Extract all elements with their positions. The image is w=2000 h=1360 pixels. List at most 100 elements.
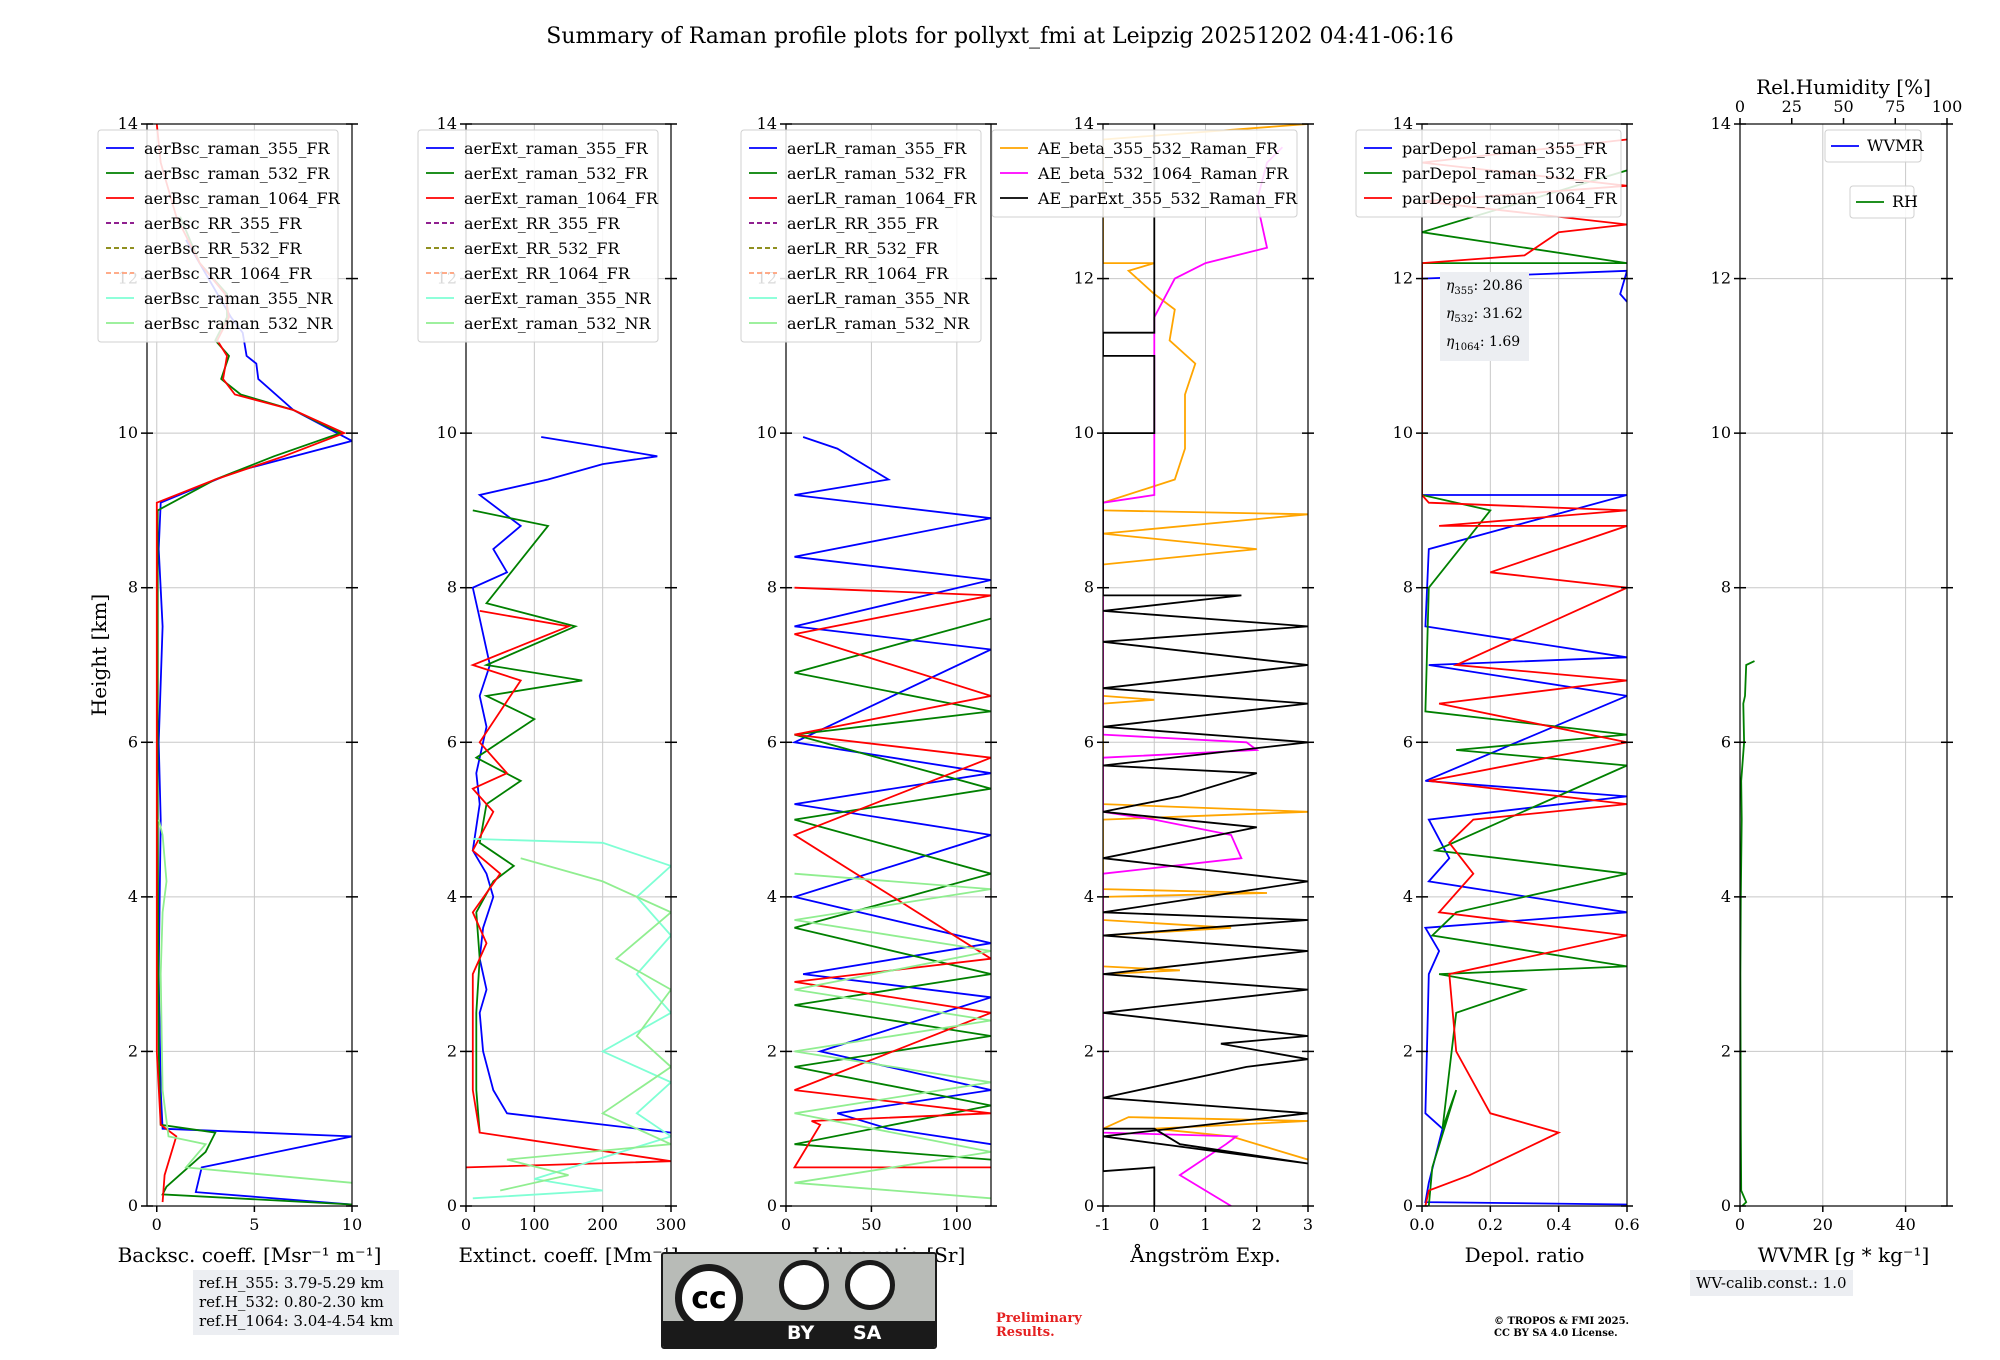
y-tick-label-lidarratio-2: 4 bbox=[767, 887, 777, 906]
y-tick-label-lidarratio-0: 0 bbox=[767, 1196, 777, 1215]
x-tick-label-wvmr-1: 20 bbox=[1813, 1215, 1833, 1234]
top-tick-label-3: 75 bbox=[1885, 97, 1905, 116]
x-tick-label-backscatter-1: 5 bbox=[249, 1215, 259, 1234]
reference-height-box: ref.H_355: 3.79-5.29 km ref.H_532: 0.80-… bbox=[193, 1270, 400, 1335]
y-tick-label-wvmr-7: 14 bbox=[1711, 114, 1731, 133]
ref-height-355: ref.H_355: 3.79-5.29 km bbox=[199, 1274, 384, 1292]
y-tick-label-extinction-2: 4 bbox=[447, 887, 457, 906]
legend-entry-extinction-5: aerExt_RR_1064_FR bbox=[464, 264, 631, 283]
legend-entry-extinction-7: aerExt_raman_532_NR bbox=[464, 314, 652, 333]
y-tick-label-lidarratio-5: 10 bbox=[757, 423, 777, 442]
series-line-depol-1 bbox=[1422, 169, 1627, 1206]
x-tick-label-angstrom-0: -1 bbox=[1095, 1215, 1111, 1234]
y-tick-label-depol-1: 2 bbox=[1403, 1041, 1413, 1060]
x-tick-label-backscatter-2: 10 bbox=[342, 1215, 362, 1234]
series-line-lidarratio-0 bbox=[791, 436, 991, 1146]
y-tick-label-backscatter-3: 6 bbox=[128, 732, 138, 751]
y-tick-label-extinction-4: 8 bbox=[447, 578, 457, 597]
panel-lidarratio: 02468101214050100Lidar ratio [Sr]aerLR_r… bbox=[740, 114, 997, 1267]
series-line-backscatter-3 bbox=[157, 819, 352, 1184]
series-line-angstrom-1 bbox=[1103, 146, 1284, 1206]
y-tick-label-angstrom-1: 2 bbox=[1084, 1041, 1094, 1060]
x-tick-label-extinction-1: 100 bbox=[519, 1215, 550, 1234]
y-tick-label-wvmr-4: 8 bbox=[1721, 578, 1731, 597]
legend-entry-lidarratio-2: aerLR_raman_1064_FR bbox=[787, 189, 977, 208]
legend-entry-angstrom-1: AE_beta_532_1064_Raman_FR bbox=[1037, 164, 1289, 183]
x-tick-label-lidarratio-2: 100 bbox=[942, 1215, 973, 1234]
ref-height-532: ref.H_532: 0.80-2.30 km bbox=[199, 1293, 384, 1311]
axes-frame-lidarratio bbox=[785, 123, 992, 1207]
legend-entry-backscatter-7: aerBsc_raman_532_NR bbox=[144, 314, 333, 333]
legend-box-backscatter bbox=[97, 129, 339, 343]
y-tick-label-backscatter-2: 4 bbox=[128, 887, 138, 906]
series-line-wvmr-0 bbox=[1740, 660, 1755, 1206]
legend-entry-depol-1: parDepol_raman_532_FR bbox=[1402, 164, 1608, 183]
series-line-extinction-4 bbox=[500, 857, 671, 1192]
legend-entry-wvmr-1: RH bbox=[1892, 192, 1918, 211]
y-tick-label-depol-2: 4 bbox=[1403, 887, 1413, 906]
series-line-extinction-3 bbox=[472, 838, 671, 1200]
y-tick-label-lidarratio-1: 2 bbox=[767, 1041, 777, 1060]
y-tick-label-wvmr-5: 10 bbox=[1711, 423, 1731, 442]
legend-entry-angstrom-0: AE_beta_355_532_Raman_FR bbox=[1037, 139, 1279, 158]
top-tick-label-2: 50 bbox=[1833, 97, 1853, 116]
y-tick-label-backscatter-1: 2 bbox=[128, 1041, 138, 1060]
top-axis-label-rh: Rel.Humidity [%] bbox=[1756, 75, 1931, 99]
ref-height-1064: ref.H_1064: 3.04-4.54 km bbox=[199, 1312, 394, 1330]
legend-entry-backscatter-2: aerBsc_raman_1064_FR bbox=[144, 189, 341, 208]
x-tick-label-angstrom-3: 2 bbox=[1252, 1215, 1262, 1234]
eta-box: η355: 20.86 η532: 31.62 η1064: 1.69 bbox=[1440, 272, 1529, 362]
legend-entry-extinction-0: aerExt_raman_355_FR bbox=[464, 139, 649, 158]
license-by-label: BY bbox=[787, 1322, 815, 1344]
legend-entry-lidarratio-6: aerLR_raman_355_NR bbox=[787, 289, 970, 308]
y-tick-label-depol-4: 8 bbox=[1403, 578, 1413, 597]
eta-532: η532: 31.62 bbox=[1446, 305, 1523, 325]
legend-entry-wvmr-0: WVMR bbox=[1867, 136, 1924, 155]
y-tick-label-angstrom-2: 4 bbox=[1084, 887, 1094, 906]
y-tick-label-lidarratio-7: 14 bbox=[757, 114, 777, 133]
y-tick-label-depol-5: 10 bbox=[1393, 423, 1413, 442]
legend-entry-lidarratio-4: aerLR_RR_532_FR bbox=[787, 239, 939, 258]
y-tick-label-backscatter-5: 10 bbox=[118, 423, 138, 442]
legend-box-lidarratio bbox=[740, 129, 982, 343]
figure-title: Summary of Raman profile plots for polly… bbox=[546, 24, 1453, 49]
y-tick-label-wvmr-6: 12 bbox=[1711, 269, 1731, 288]
legend-entry-backscatter-4: aerBsc_RR_532_FR bbox=[144, 239, 302, 258]
x-axis-label-depol: Depol. ratio bbox=[1465, 1243, 1585, 1267]
x-tick-label-angstrom-1: 0 bbox=[1149, 1215, 1159, 1234]
y-tick-label-angstrom-4: 8 bbox=[1084, 578, 1094, 597]
y-tick-label-angstrom-6: 12 bbox=[1074, 269, 1094, 288]
x-tick-label-depol-2: 0.4 bbox=[1546, 1215, 1571, 1234]
series-line-depol-2 bbox=[1422, 138, 1627, 1206]
x-tick-label-lidarratio-1: 50 bbox=[861, 1215, 881, 1234]
x-tick-label-wvmr-0: 0 bbox=[1735, 1215, 1745, 1234]
cc-by-sa-logo: cc BY SA bbox=[661, 1252, 937, 1349]
axes-frame-extinction bbox=[465, 123, 672, 1207]
y-tick-label-backscatter-7: 14 bbox=[118, 114, 138, 133]
y-tick-label-lidarratio-4: 8 bbox=[767, 578, 777, 597]
y-tick-label-depol-0: 0 bbox=[1403, 1196, 1413, 1215]
axes-frame-backscatter bbox=[146, 123, 353, 1207]
legend-entry-lidarratio-0: aerLR_raman_355_FR bbox=[787, 139, 967, 158]
share-alike-icon bbox=[845, 1260, 895, 1310]
series-line-angstrom-0 bbox=[1103, 124, 1308, 1161]
y-tick-label-extinction-1: 2 bbox=[447, 1041, 457, 1060]
y-tick-label-angstrom-7: 14 bbox=[1074, 114, 1094, 133]
x-tick-label-extinction-2: 200 bbox=[587, 1215, 618, 1234]
y-tick-label-wvmr-3: 6 bbox=[1721, 732, 1731, 751]
series-line-lidarratio-2 bbox=[792, 586, 991, 1169]
series-line-depol-0 bbox=[1422, 269, 1627, 1206]
series-line-extinction-1 bbox=[472, 509, 583, 1133]
y-tick-label-wvmr-2: 4 bbox=[1721, 887, 1731, 906]
legend-entry-lidarratio-7: aerLR_raman_532_NR bbox=[787, 314, 970, 333]
x-tick-label-wvmr-2: 40 bbox=[1895, 1215, 1915, 1234]
y-tick-label-angstrom-0: 0 bbox=[1084, 1196, 1094, 1215]
y-axis-label: Height [km] bbox=[87, 594, 111, 716]
y-tick-label-extinction-7: 14 bbox=[437, 114, 457, 133]
x-axis-label-angstrom: Ångström Exp. bbox=[1129, 1242, 1280, 1267]
series-line-backscatter-0 bbox=[157, 239, 352, 1206]
y-tick-label-extinction-0: 0 bbox=[447, 1196, 457, 1215]
y-tick-label-backscatter-4: 8 bbox=[128, 578, 138, 597]
legend-entry-backscatter-1: aerBsc_raman_532_FR bbox=[144, 164, 330, 183]
